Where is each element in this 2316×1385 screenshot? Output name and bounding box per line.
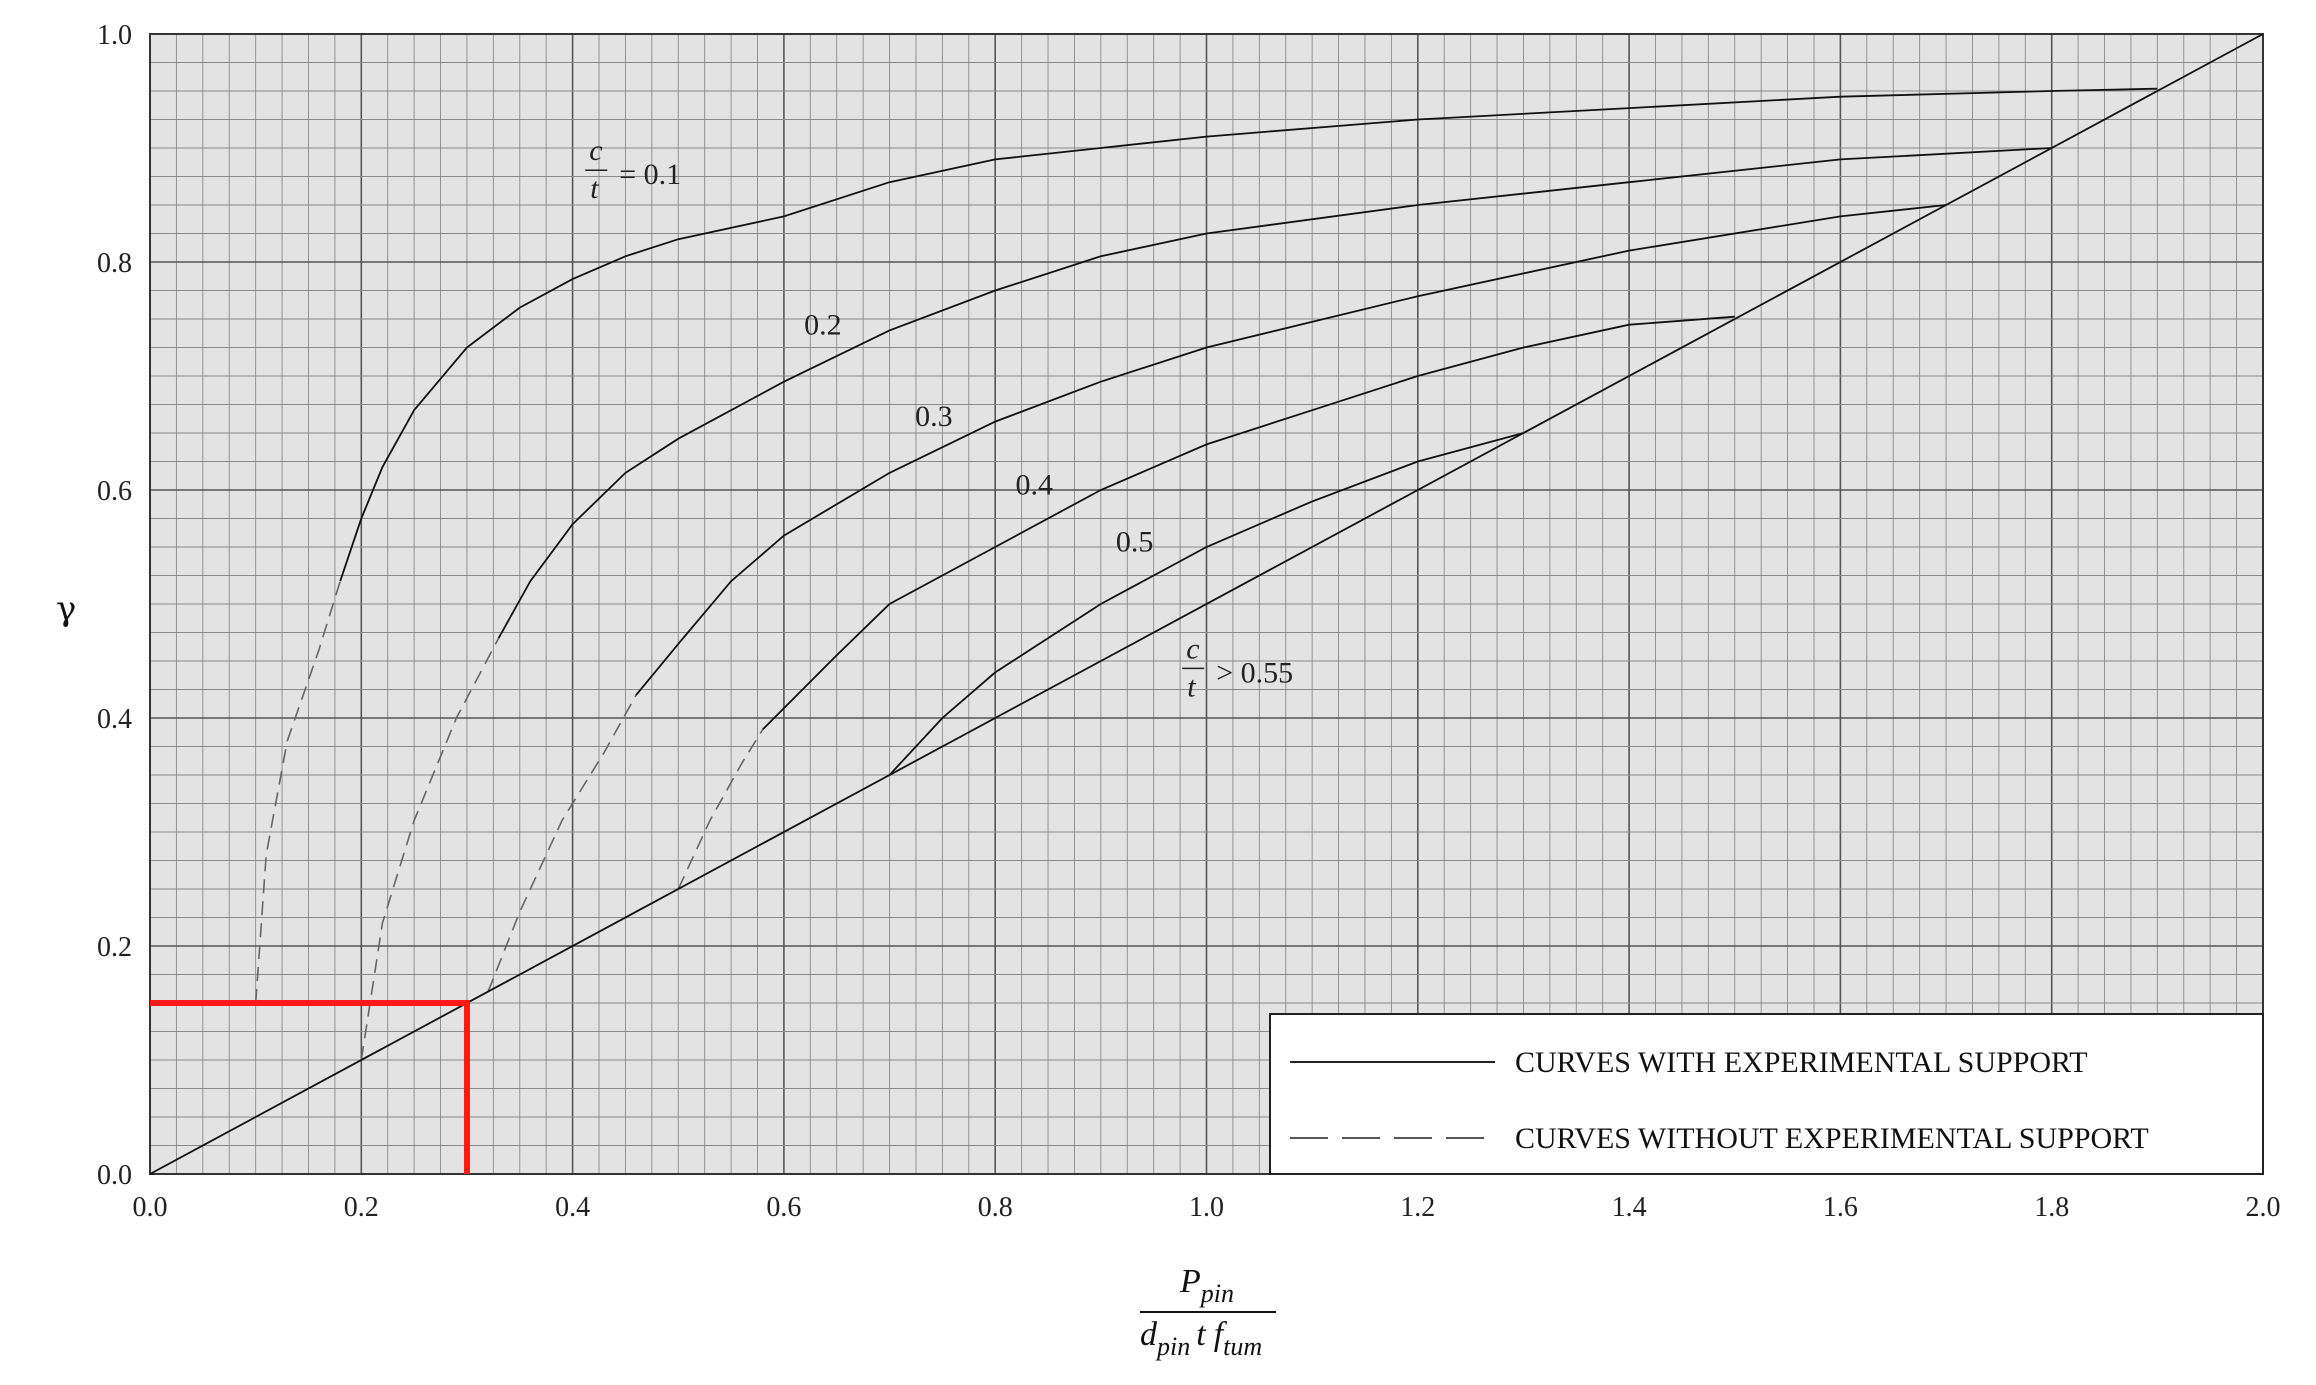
x-axis-label: Ppin dpin t ftum xyxy=(1140,1263,1276,1361)
legend: CURVES WITH EXPERIMENTAL SUPPORT CURVES … xyxy=(1269,1013,2264,1175)
axis-frame xyxy=(149,33,2264,1175)
curve-label-3: 0.4 xyxy=(1015,468,1052,501)
curve-label-5-frac-den: t xyxy=(1187,670,1196,703)
curve-label-2: 0.3 xyxy=(915,400,953,433)
curve-label-0-frac-den: t xyxy=(590,172,599,205)
x-label-den-t: t xyxy=(1196,1316,1207,1353)
series-0-dashed xyxy=(254,580,341,1004)
curve-label-0: = 0.1 xyxy=(619,158,681,191)
x-tick-label: 0.2 xyxy=(344,1192,379,1223)
x-tick-label: 2.0 xyxy=(2246,1192,2281,1223)
curve-label-5: > 0.55 xyxy=(1216,656,1293,689)
tick-labels: 0.0 0.2 0.4 0.6 0.8 1.0 1.2 1.4 1.6 1.8 2.0 0.0 0.2 0… xyxy=(97,20,2281,1223)
curve-label-4: 0.5 xyxy=(1116,525,1154,558)
series-3-dashed xyxy=(677,728,764,890)
curve-label-5-frac-num: c xyxy=(1186,632,1199,665)
plot-frame xyxy=(149,33,2264,1175)
series-3-solid xyxy=(762,315,1735,731)
red-annotation-line xyxy=(150,1000,470,1174)
legend-entry-dashed: CURVES WITHOUT EXPERIMENTAL SUPPORT xyxy=(1515,1122,2149,1155)
x-tick-label: 0.6 xyxy=(766,1192,801,1223)
y-axis-label: γ xyxy=(56,589,76,629)
y-tick-label: 0.0 xyxy=(97,1160,132,1191)
series-5-solid xyxy=(149,33,2264,1175)
curve-labels: ct = 0.10.20.30.40.5ct > 0.55 xyxy=(585,134,1293,703)
curves xyxy=(149,33,2264,1175)
series-1-dashed xyxy=(360,637,500,1061)
curve-label-0-frac-num: c xyxy=(589,134,602,167)
x-tick-label: 0.4 xyxy=(555,1192,590,1223)
series-4-solid xyxy=(888,432,1524,776)
y-tick-label: 0.4 xyxy=(97,704,132,735)
series-2-solid xyxy=(635,204,1947,696)
x-tick-label: 0.0 xyxy=(133,1192,168,1223)
x-tick-label: 0.8 xyxy=(978,1192,1013,1223)
x-tick-label: 1.4 xyxy=(1612,1192,1647,1223)
x-tick-label: 1.0 xyxy=(1189,1192,1224,1223)
y-tick-label: 0.6 xyxy=(97,476,132,507)
x-tick-label: 1.6 xyxy=(1823,1192,1858,1223)
y-tick-label: 0.2 xyxy=(97,932,132,963)
x-label-den-d: d xyxy=(1140,1316,1158,1353)
x-label-num-sub: pin xyxy=(1199,1279,1234,1308)
legend-entry-solid: CURVES WITH EXPERIMENTAL SUPPORT xyxy=(1515,1046,2088,1079)
x-tick-label: 1.2 xyxy=(1400,1192,1435,1223)
series-2-dashed xyxy=(487,694,637,992)
x-label-den-d-sub: pin xyxy=(1155,1332,1190,1361)
series-1-solid xyxy=(497,147,2052,639)
y-tick-label: 1.0 xyxy=(97,20,132,51)
legend-box xyxy=(1269,1013,2264,1175)
x-label-denominator: dpin t ftum xyxy=(1140,1316,1262,1361)
curve-label-1: 0.2 xyxy=(804,309,842,342)
red-annotation xyxy=(150,1000,470,1174)
y-tick-label: 0.8 xyxy=(97,248,132,279)
x-label-num-main: P xyxy=(1179,1263,1201,1300)
x-label-den-f-sub: tum xyxy=(1223,1332,1262,1361)
x-label-numerator: Ppin xyxy=(1179,1263,1234,1308)
x-tick-label: 1.8 xyxy=(2034,1192,2069,1223)
series-0-solid xyxy=(339,87,2158,582)
